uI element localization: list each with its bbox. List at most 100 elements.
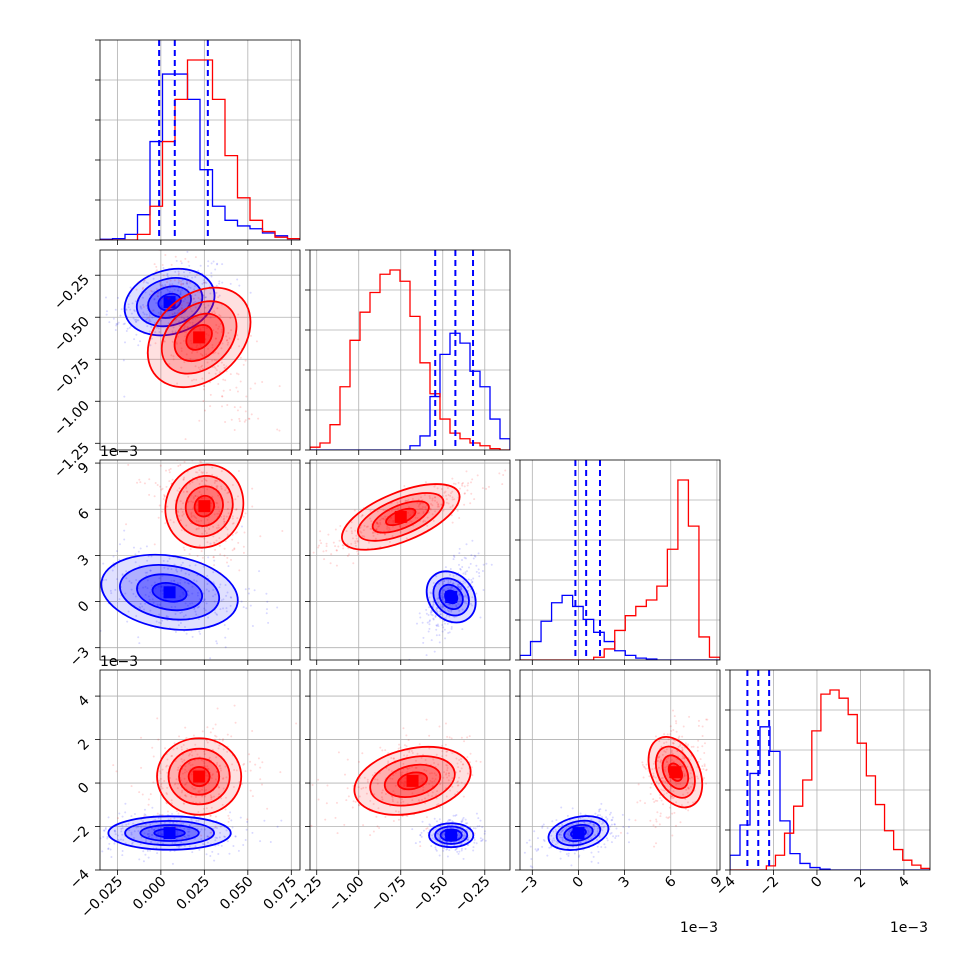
scatter-point — [445, 754, 448, 757]
scatter-point — [428, 596, 431, 599]
scatter-point — [201, 354, 204, 357]
scatter-point — [442, 626, 445, 629]
scatter-point — [463, 485, 466, 488]
scatter-point — [398, 743, 401, 746]
scatter-point — [167, 298, 170, 301]
scatter-point — [671, 752, 674, 755]
scatter-point — [227, 814, 230, 817]
scatter-point — [242, 515, 245, 518]
scatter-point — [139, 305, 142, 308]
scatter-point — [443, 771, 446, 774]
scatter-point — [223, 623, 226, 626]
scatter-point — [351, 537, 354, 540]
scatter-point — [554, 828, 557, 831]
scatter-point — [523, 851, 526, 854]
scatter-point — [179, 293, 182, 296]
scatter-point — [102, 829, 105, 832]
scatter-point — [226, 591, 229, 594]
scatter-point — [112, 555, 115, 558]
scatter-point — [225, 610, 228, 613]
scatter-point — [68, 545, 70, 547]
scatter-point — [167, 567, 170, 570]
scatter-point — [242, 763, 245, 766]
scatter-point — [218, 282, 221, 285]
scatter-point — [365, 792, 368, 795]
scatter-point — [450, 627, 453, 630]
scatter-point — [225, 365, 228, 368]
scatter-point — [194, 365, 197, 368]
scatter-point — [209, 405, 212, 408]
scatter-point — [644, 767, 647, 770]
scatter-point — [170, 802, 173, 805]
scatter-point — [121, 824, 124, 827]
scatter-point — [597, 813, 600, 816]
scatter-point — [198, 792, 201, 795]
scatter-point — [116, 834, 119, 837]
scatter-point — [235, 508, 238, 511]
scatter-point — [448, 736, 451, 739]
scatter-point — [174, 255, 177, 258]
scatter-point — [153, 581, 156, 584]
scatter-point — [165, 615, 168, 618]
scatter-point — [180, 529, 183, 532]
scatter-point — [590, 818, 593, 821]
scatter-point — [238, 569, 241, 572]
scatter-point — [451, 521, 454, 524]
scatter-point — [471, 604, 474, 607]
scatter-point — [210, 567, 213, 570]
scatter-point — [251, 487, 254, 490]
scatter-point — [132, 822, 135, 825]
scatter-point — [171, 812, 174, 815]
scatter-point — [220, 470, 223, 473]
panel-3-2: −3 0 3 6 91e−3 — [515, 669, 726, 936]
scatter-point — [176, 312, 179, 315]
scatter-point — [181, 789, 184, 792]
scatter-point — [440, 594, 443, 597]
scatter-point — [139, 481, 142, 484]
scatter-point — [434, 496, 437, 499]
scatter-point — [577, 842, 580, 845]
scatter-point — [457, 780, 460, 783]
scatter-point — [370, 520, 373, 523]
scatter-point — [366, 778, 369, 781]
scatter-point — [180, 350, 183, 353]
scatter-point — [75, 586, 77, 588]
scatter-point — [601, 829, 604, 832]
scatter-point — [77, 539, 79, 541]
scatter-point — [659, 812, 662, 815]
scatter-point — [196, 316, 199, 319]
scatter-point — [428, 497, 431, 500]
scatter-point — [386, 526, 389, 529]
scatter-point — [191, 754, 194, 757]
scatter-point — [564, 828, 567, 831]
scatter-point — [158, 813, 161, 816]
scatter-point — [191, 481, 194, 484]
scatter-point — [359, 530, 362, 533]
scatter-point — [433, 838, 436, 841]
scatter-point — [205, 588, 208, 591]
scatter-point — [462, 763, 465, 766]
scatter-point — [210, 828, 213, 831]
scatter-point — [382, 517, 385, 520]
scatter-point — [434, 614, 437, 617]
scatter-point — [153, 828, 156, 831]
scatter-point — [194, 300, 197, 303]
scatter-point — [466, 570, 469, 573]
scatter-point — [466, 586, 469, 589]
scatter-point — [406, 754, 409, 757]
scatter-point — [236, 334, 239, 337]
scatter-point — [220, 405, 223, 408]
scatter-point — [399, 746, 402, 749]
scatter-point — [121, 854, 124, 857]
scatter-point — [404, 780, 407, 783]
scatter-point — [363, 776, 366, 779]
scatter-point — [134, 553, 137, 556]
scatter-point — [102, 562, 105, 565]
scatter-point — [688, 777, 691, 780]
scatter-point — [701, 745, 704, 748]
scatter-point — [217, 852, 220, 855]
scatter-point — [460, 736, 463, 739]
scatter-point — [177, 782, 180, 785]
scatter-point — [142, 286, 145, 289]
scatter-point — [418, 840, 421, 843]
